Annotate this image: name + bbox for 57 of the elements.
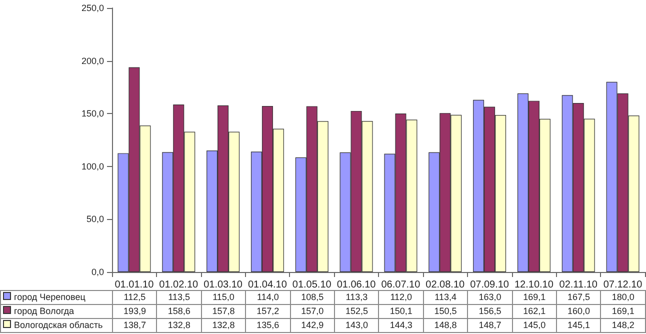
- y-tick-label: 150,0: [81, 108, 104, 119]
- data-label: 167,5: [556, 290, 601, 304]
- data-label: 148,8: [423, 318, 468, 332]
- x-tick-label: 01.05.10: [292, 280, 332, 290]
- data-label: 148,7: [468, 318, 512, 332]
- data-label: 132,8: [156, 318, 202, 332]
- x-tick-label: 07.12.10: [603, 280, 643, 290]
- data-label: 180,0: [600, 290, 646, 304]
- data-label: 193,9: [112, 304, 157, 318]
- data-label: 115,0: [201, 290, 246, 304]
- data-label: 112,5: [112, 290, 157, 304]
- data-label: 157,8: [201, 304, 246, 318]
- legend-label: город Череповец: [0, 290, 112, 304]
- y-tick-label: 250,0: [81, 3, 104, 13]
- data-label: 112,0: [378, 290, 424, 304]
- y-tick-label: 0,0: [91, 267, 104, 277]
- data-label: 157,0: [290, 304, 335, 318]
- x-tick-label: 02.08.10: [426, 280, 466, 290]
- data-label: 157,2: [246, 304, 290, 318]
- y-tick-label: 100,0: [81, 161, 104, 172]
- x-tick-label: 06.07.10: [381, 280, 421, 290]
- x-tick-label: 01.01.10: [114, 280, 154, 290]
- data-label: 163,0: [468, 290, 512, 304]
- x-tick-label: 01.04.10: [248, 280, 288, 290]
- data-label: 160,0: [556, 304, 601, 318]
- data-label: 113,3: [334, 290, 379, 304]
- y-tick-label: 200,0: [81, 56, 104, 66]
- data-label: 145,1: [556, 318, 601, 332]
- x-tick-label: 01.02.10: [159, 280, 199, 290]
- x-tick-label: 01.06.10: [336, 280, 376, 290]
- data-label: 144,3: [378, 318, 424, 332]
- y-tick-label: 50,0: [86, 214, 104, 224]
- data-label: 152,5: [334, 304, 379, 318]
- data-label: 145,0: [512, 318, 557, 332]
- legend-label: город Вологда: [0, 304, 112, 318]
- data-label: 156,5: [468, 304, 512, 318]
- data-label: 148,2: [600, 318, 646, 332]
- x-tick-label: 12.10.10: [514, 280, 554, 290]
- data-label: 114,0: [246, 290, 290, 304]
- data-label: 135,6: [246, 318, 290, 332]
- data-label: 169,1: [512, 290, 557, 304]
- data-label: 113,5: [156, 290, 202, 304]
- data-label: 138,7: [112, 318, 157, 332]
- data-label: 150,1: [378, 304, 424, 318]
- x-tick-label: 02.11.10: [559, 280, 598, 290]
- data-label: 150,5: [423, 304, 468, 318]
- x-tick-label: 01.03.10: [204, 280, 243, 290]
- data-label: 169,1: [600, 304, 646, 318]
- data-label: 142,9: [290, 318, 335, 332]
- data-label: 113,4: [423, 290, 468, 304]
- data-label: 108,5: [290, 290, 335, 304]
- legend-label: Вологодская область: [0, 318, 112, 332]
- data-label: 132,8: [201, 318, 246, 332]
- data-label: 158,6: [156, 304, 202, 318]
- x-tick-label: 07.09.10: [470, 280, 510, 290]
- data-label: 162,1: [512, 304, 557, 318]
- data-label: 143,0: [334, 318, 379, 332]
